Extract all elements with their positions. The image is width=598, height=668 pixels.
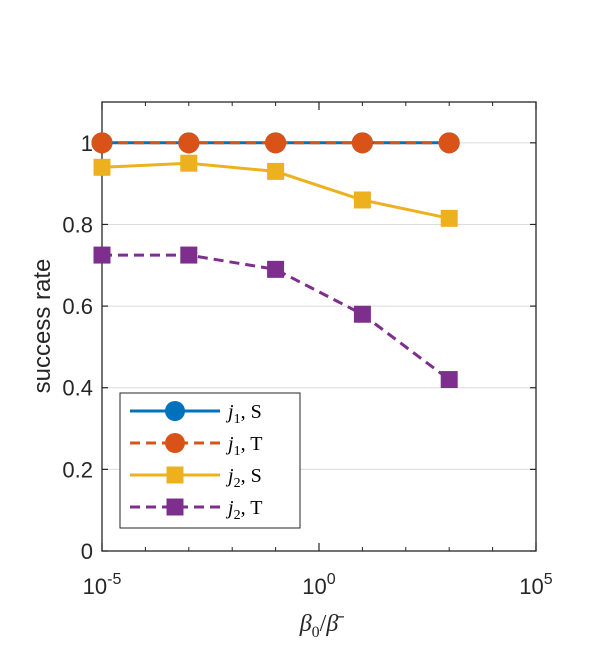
legend-label-sub: 1 — [234, 412, 241, 427]
legend-label: j1, T — [225, 433, 262, 459]
legend-label-sub: 2 — [234, 508, 241, 523]
data-point — [353, 305, 371, 323]
x-tick-exponent: -5 — [107, 571, 121, 588]
legend-label: j2, S — [225, 465, 262, 491]
data-point — [438, 132, 460, 154]
legend: j1, Sj1, Tj2, Sj2, T — [119, 392, 301, 529]
data-point — [353, 191, 371, 209]
legend-label-var: j — [225, 497, 234, 519]
y-tick-label: 0 — [81, 539, 93, 564]
legend-label-sub: 1 — [234, 444, 241, 459]
legend-marker — [165, 401, 185, 421]
data-point — [180, 246, 198, 264]
x-label-sub: 0 — [312, 624, 320, 641]
data-point — [267, 260, 285, 278]
legend-label: j2, T — [225, 497, 262, 523]
legend-label-sub: 2 — [234, 476, 241, 491]
x-axis: 10-5 100 105 — [83, 102, 553, 599]
legend-label-suffix: , S — [241, 465, 262, 487]
legend-marker — [166, 498, 184, 516]
data-point — [440, 209, 458, 227]
x-tick-base: 10 — [83, 574, 107, 599]
x-tick-base: 10 — [302, 574, 326, 599]
x-label-beta-bar: β̄ — [325, 611, 344, 637]
legend-label: j1, S — [225, 401, 262, 427]
data-point — [265, 132, 287, 154]
legend-label-var: j — [225, 465, 234, 487]
x-tick-base: 10 — [519, 574, 543, 599]
data-point — [93, 246, 111, 264]
data-point — [351, 132, 373, 154]
x-tick-label: 10-5 — [83, 571, 122, 599]
y-axis-label: success rate — [29, 259, 56, 394]
x-label-slash: / — [320, 611, 327, 637]
data-point — [178, 132, 200, 154]
data-point — [91, 132, 113, 154]
x-tick-label: 100 — [302, 571, 335, 599]
data-point — [440, 371, 458, 389]
x-tick-exponent: 5 — [544, 571, 553, 588]
legend-label-suffix: , T — [241, 433, 263, 455]
legend-marker — [166, 466, 184, 484]
legend-label-var: j — [225, 401, 234, 423]
y-tick-label: 0.8 — [62, 212, 93, 237]
legend-marker — [165, 433, 185, 453]
x-axis-label: β0/β̄ — [299, 611, 345, 641]
data-point — [180, 154, 198, 172]
y-tick-label: 0.2 — [62, 457, 93, 482]
y-tick-label: 0.4 — [62, 376, 93, 401]
x-tick-label: 105 — [519, 571, 552, 599]
data-point — [93, 158, 111, 176]
x-tick-exponent: 0 — [327, 571, 336, 588]
y-tick-label: 0.6 — [62, 294, 93, 319]
legend-label-suffix: , S — [241, 401, 262, 423]
y-tick-label: 1 — [81, 131, 93, 156]
series-group — [91, 132, 460, 389]
legend-label-suffix: , T — [241, 497, 263, 519]
data-point — [267, 162, 285, 180]
series-line-4 — [102, 253, 451, 381]
y-axis: 0 0.2 0.4 0.6 0.8 1 — [62, 131, 536, 564]
legend-label-var: j — [225, 433, 234, 455]
x-label-beta: β — [299, 611, 312, 637]
